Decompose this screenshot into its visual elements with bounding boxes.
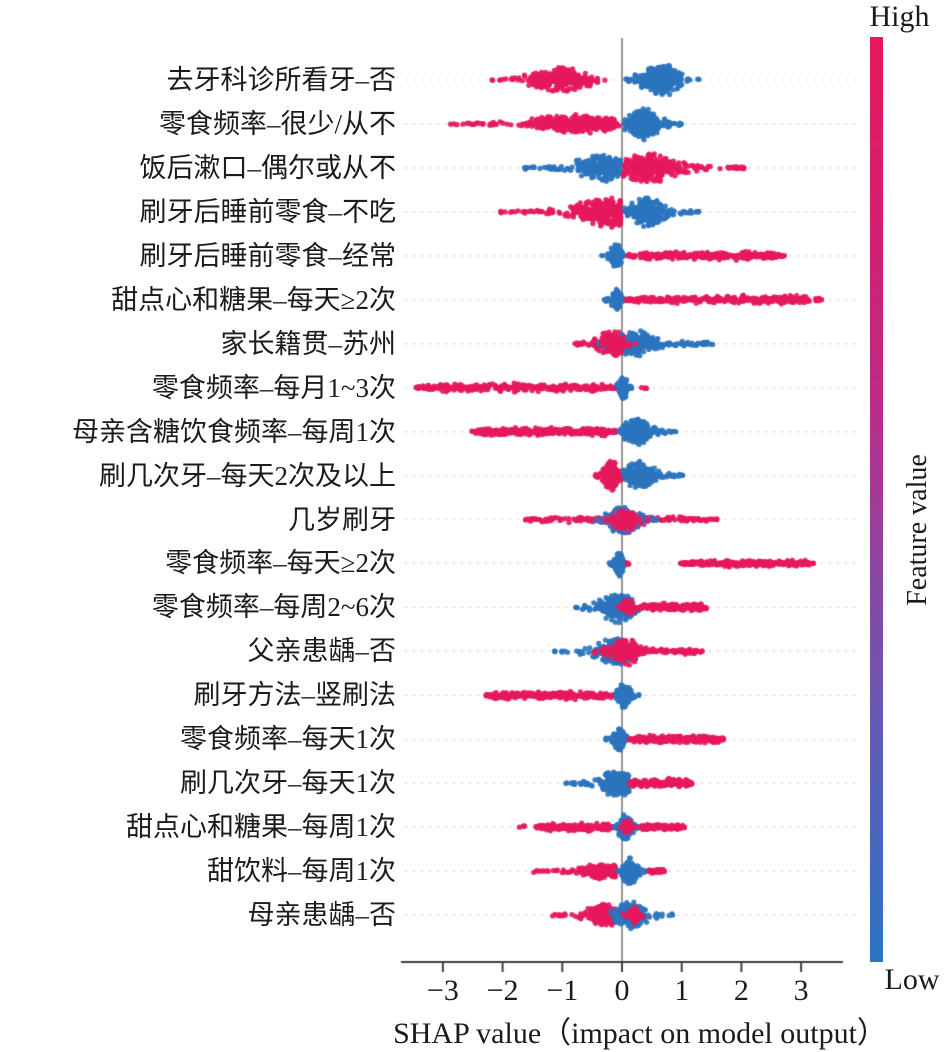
feature-label: 零食频率–很少/从不: [158, 108, 396, 139]
x-tick-label: −2: [486, 974, 519, 1007]
x-axis-title: SHAP value（impact on model output）: [393, 1017, 887, 1050]
feature-value-colorbar: [870, 37, 883, 962]
feature-label: 刷几次牙–每天2次及以上: [99, 460, 396, 491]
colorbar-title: Feature value: [902, 454, 933, 606]
feature-label: 甜点心和糖果–每天≥2次: [111, 284, 396, 315]
feature-label: 甜饮料–每周1次: [207, 856, 396, 887]
feature-label: 零食频率–每月1~3次: [151, 372, 396, 403]
feature-label: 去牙科诊所看牙–否: [166, 65, 397, 95]
feature-label: 家长籍贯–苏州: [220, 328, 397, 359]
x-tick-label: 2: [733, 974, 749, 1007]
feature-label: 刷几次牙–每天1次: [180, 768, 396, 799]
feature-label: 零食频率–每天1次: [180, 724, 396, 755]
x-tick-label: 0: [614, 974, 630, 1007]
feature-label: 饭后漱口–偶尔或从不: [139, 152, 397, 183]
feature-label: 几岁刷牙: [288, 504, 396, 535]
x-tick-label: −3: [426, 974, 459, 1007]
x-tick-label: 3: [793, 974, 809, 1007]
feature-label: 母亲患龋–否: [247, 900, 397, 931]
x-tick-label: 1: [674, 974, 690, 1007]
x-tick-label: −1: [546, 974, 579, 1007]
feature-label: 刷牙后睡前零食–经常: [139, 240, 397, 271]
feature-label: 零食频率–每天≥2次: [165, 548, 396, 579]
feature-label: 零食频率–每周2~6次: [151, 592, 396, 623]
colorbar-high-label: High: [869, 0, 930, 33]
feature-label: 刷牙方法–竖刷法: [193, 680, 397, 711]
feature-label: 父亲患龋–否: [247, 636, 397, 667]
feature-label: 甜点心和糖果–每周1次: [126, 812, 396, 843]
feature-label: 刷牙后睡前零食–不吃: [139, 196, 397, 227]
feature-label: 母亲含糖饮食频率–每周1次: [72, 416, 396, 447]
colorbar-low-label: Low: [884, 963, 940, 996]
